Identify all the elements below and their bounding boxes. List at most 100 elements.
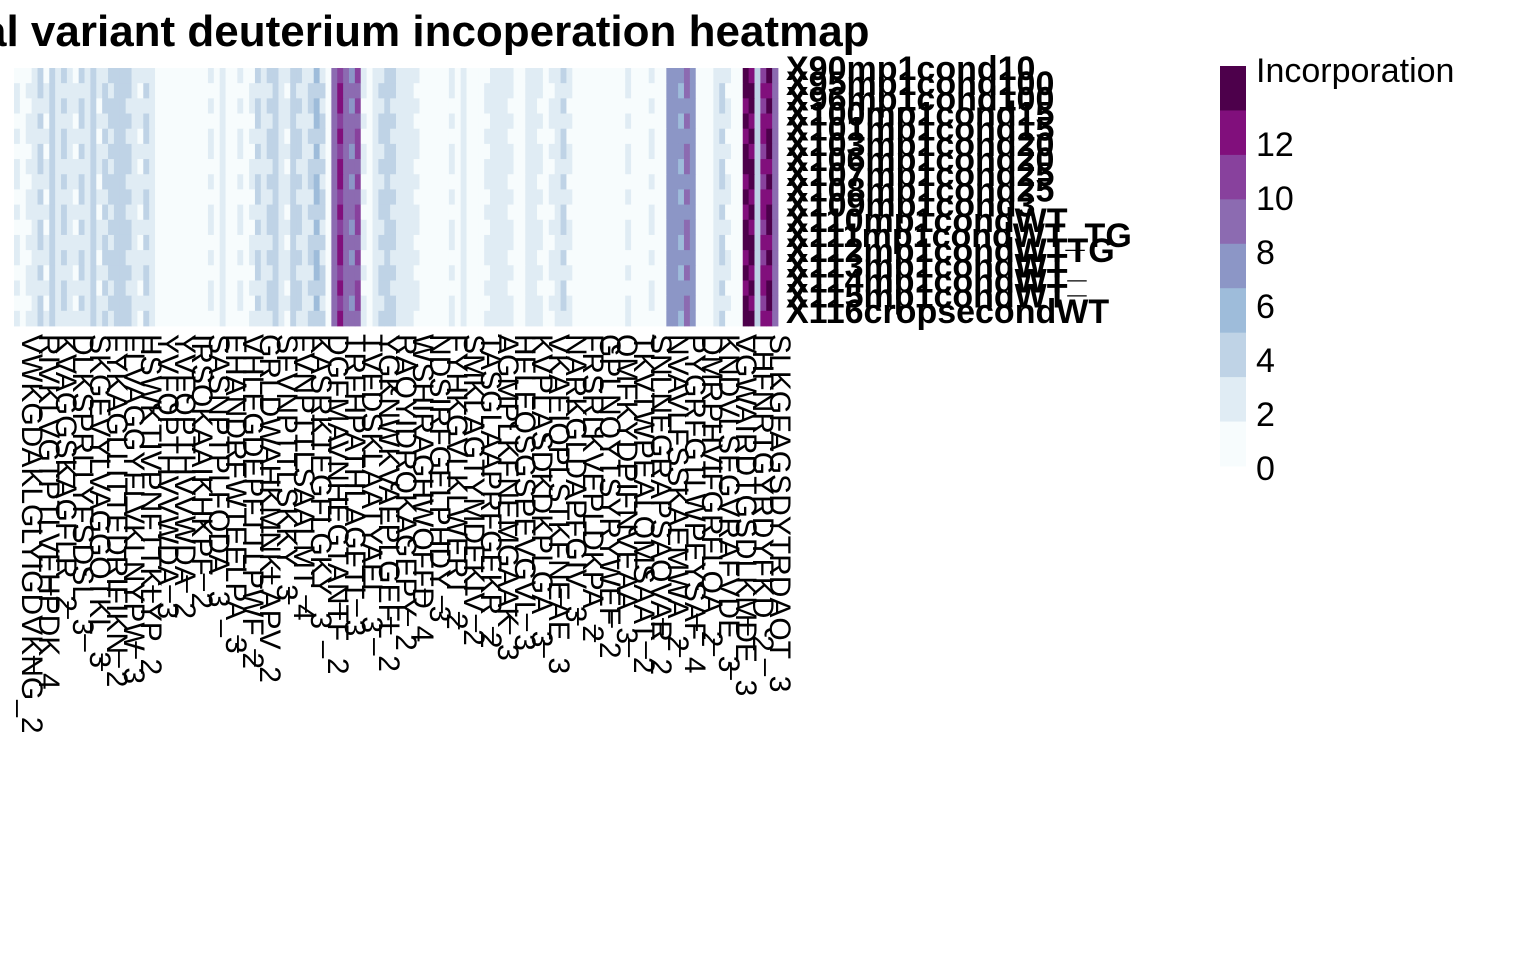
heatmap-cell — [307, 295, 315, 312]
heatmap-cell — [378, 250, 385, 266]
heatmap-cell — [572, 113, 579, 130]
heatmap-cell — [578, 98, 585, 114]
heatmap-cell — [443, 250, 450, 266]
heatmap-cell — [407, 98, 415, 114]
heatmap-cell — [542, 98, 550, 114]
heatmap-cell — [607, 265, 614, 281]
heatmap-cell — [636, 174, 644, 190]
heatmap-cell — [66, 250, 74, 266]
heatmap-cell — [760, 295, 767, 312]
heatmap-cell — [443, 189, 450, 205]
heatmap-cell — [419, 295, 426, 312]
heatmap-cell — [72, 174, 80, 190]
heatmap-cell — [90, 250, 97, 266]
heatmap-cell — [260, 234, 268, 251]
heatmap-cell — [219, 113, 226, 130]
heatmap-cell — [108, 143, 115, 160]
heatmap-cell — [137, 295, 144, 312]
heatmap-cell — [237, 128, 244, 145]
heatmap-cell — [742, 250, 750, 266]
heatmap-cell — [343, 265, 350, 281]
heatmap-cell — [119, 310, 127, 327]
heatmap-cell — [155, 265, 162, 281]
heatmap-cell — [366, 234, 373, 251]
heatmap-cell — [278, 128, 285, 145]
heatmap-cell — [625, 265, 632, 281]
heatmap-cell — [566, 204, 573, 221]
heatmap-cell — [619, 250, 626, 266]
heatmap-cell — [366, 310, 373, 327]
heatmap-cell — [301, 68, 309, 84]
heatmap-cell — [625, 83, 632, 99]
heatmap-cell — [625, 250, 632, 266]
heatmap-cell — [695, 98, 702, 114]
heatmap-cell — [84, 83, 91, 99]
heatmap-cell — [595, 295, 603, 312]
heatmap-cell — [531, 143, 538, 160]
heatmap-cell — [542, 265, 550, 281]
heatmap-cell — [748, 280, 755, 297]
heatmap-cell — [196, 128, 203, 145]
legend-tick-label: 0 — [1256, 450, 1275, 488]
heatmap-cell — [578, 113, 585, 130]
heatmap-cell — [531, 189, 538, 205]
heatmap-cell — [572, 128, 579, 145]
heatmap-cell — [713, 98, 720, 114]
heatmap-cell — [460, 189, 467, 205]
heatmap-cell — [748, 113, 755, 130]
heatmap-cell — [507, 310, 514, 327]
heatmap-cell — [730, 159, 738, 175]
heatmap-cell — [689, 113, 697, 130]
heatmap-cell — [149, 265, 156, 281]
heatmap-cell — [337, 143, 344, 160]
heatmap-cell — [14, 234, 21, 251]
heatmap-cell — [601, 128, 608, 145]
column-label: VGWAIRDTGSDLKMDE_3 — [729, 334, 762, 696]
heatmap-cell — [766, 113, 773, 130]
column-label: SLKGFAGSDYTRDAQT_3 — [763, 334, 796, 692]
heatmap-cell — [213, 83, 221, 99]
heatmap-cell — [196, 250, 203, 266]
heatmap-cell — [225, 280, 232, 297]
heatmap-cell — [672, 98, 679, 114]
heatmap-cell — [401, 265, 409, 281]
heatmap-cell — [202, 189, 209, 205]
heatmap-cell — [90, 143, 97, 160]
heatmap-cell — [125, 143, 132, 160]
heatmap-cell — [625, 204, 632, 221]
heatmap-cell — [14, 159, 21, 175]
heatmap-cell — [396, 113, 403, 130]
heatmap-cell — [43, 219, 50, 236]
heatmap-cell — [19, 234, 27, 251]
heatmap-cell — [654, 295, 661, 312]
heatmap-cell — [413, 83, 420, 99]
heatmap-cell — [337, 189, 344, 205]
heatmap-cell — [237, 219, 244, 236]
heatmap-cell — [742, 83, 750, 99]
heatmap-cells — [14, 68, 779, 327]
heatmap-cell — [278, 234, 285, 251]
heatmap-cell — [196, 159, 203, 175]
heatmap-cell — [501, 128, 509, 145]
heatmap-cell — [730, 234, 738, 251]
heatmap-cell — [607, 128, 614, 145]
heatmap-cell — [736, 143, 744, 160]
heatmap-cell — [425, 174, 432, 190]
heatmap-cell — [490, 265, 497, 281]
heatmap-cell — [249, 128, 256, 145]
heatmap-cell — [495, 219, 503, 236]
heatmap-cell — [701, 83, 708, 99]
heatmap-cell — [736, 128, 744, 145]
heatmap-cell — [219, 280, 226, 297]
heatmap-cell — [354, 113, 362, 130]
heatmap-cell — [84, 143, 91, 160]
heatmap-cell — [736, 189, 744, 205]
heatmap-cell — [72, 310, 80, 327]
heatmap-cell — [213, 295, 221, 312]
heatmap-cell — [642, 204, 650, 221]
heatmap-cell — [331, 295, 338, 312]
heatmap-cell — [578, 128, 585, 145]
heatmap-cell — [178, 98, 185, 114]
heatmap-cell — [313, 280, 320, 297]
heatmap-cell — [84, 113, 91, 130]
